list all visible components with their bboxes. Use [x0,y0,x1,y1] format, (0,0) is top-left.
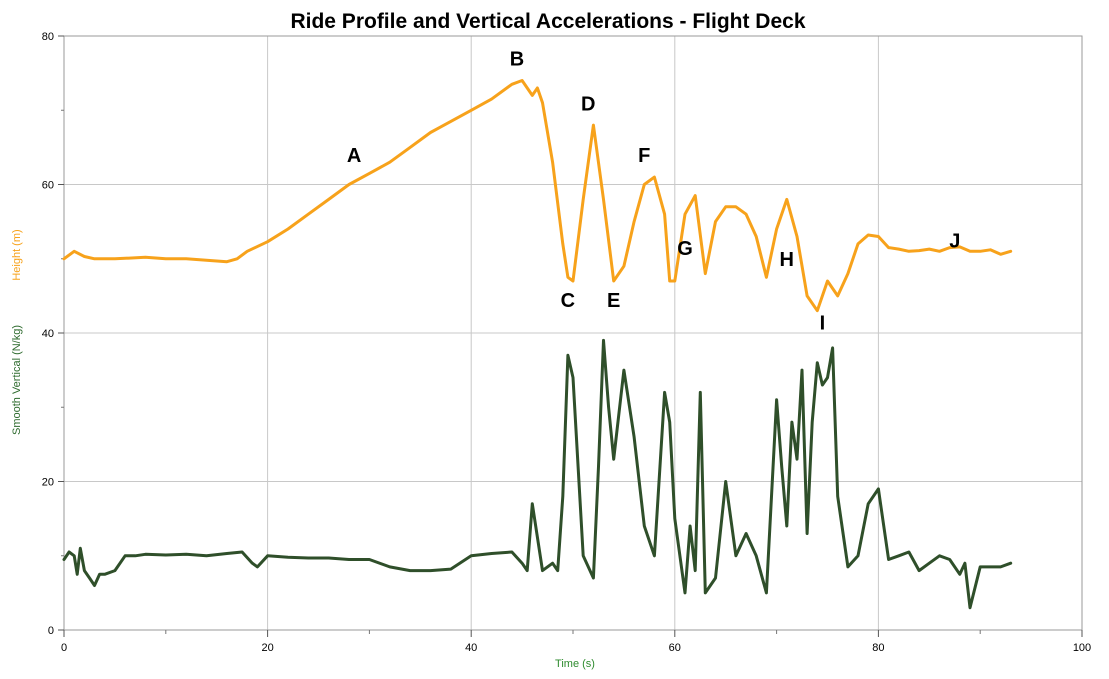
x-tick-label: 100 [1073,642,1091,654]
y-tick-label: 20 [42,477,54,489]
y-axis-label-vertical: Smooth Vertical (N/kg) [11,325,23,435]
x-tick-label: 20 [261,642,273,654]
annotation-e: E [607,290,620,312]
annotation-f: F [638,145,650,167]
vertical-series-line [62,338,1013,610]
annotation-c: C [561,290,575,312]
series-lines [62,79,1013,610]
x-tick-label: 60 [669,642,681,654]
annotation-h: H [780,249,794,271]
annotation-j: J [949,231,960,253]
annotation-a: A [347,145,361,167]
annotations: A B C D E F G H I J [347,49,960,335]
annotation-b: B [510,49,524,71]
axis-ticks: 0 20 40 60 80 100 0 20 40 60 80 [42,31,1091,654]
y-tick-label: 0 [48,625,54,637]
annotation-i: I [820,312,826,334]
x-tick-label: 0 [61,642,67,654]
y-tick-label: 40 [42,328,54,340]
chart-title: Ride Profile and Vertical Accelerations … [290,10,805,33]
gridlines [64,36,1082,630]
y-tick-label: 60 [42,180,54,192]
y-axis-label-height: Height (m) [11,229,23,280]
x-axis-label: Time (s) [555,658,595,670]
y-tick-label: 80 [42,31,54,43]
x-tick-label: 80 [872,642,884,654]
annotation-d: D [581,93,595,115]
annotation-g: G [677,238,693,260]
height-series-line [62,79,1013,313]
x-tick-label: 40 [465,642,477,654]
